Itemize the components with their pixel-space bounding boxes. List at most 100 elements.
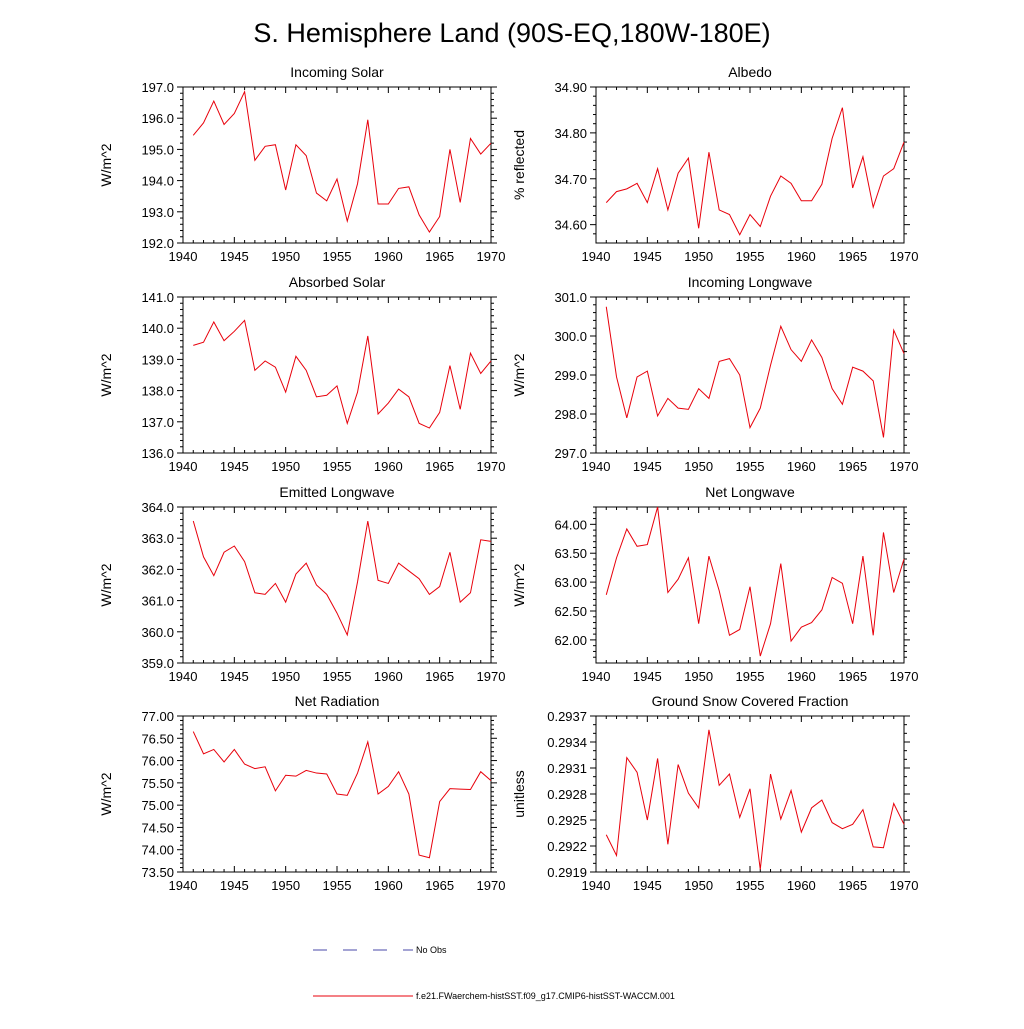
x-tick-label: 1970	[477, 669, 506, 684]
panel-grid: 1940 1945 1950 1955 1960 1965 1970 192.0 193.0 19…	[98, 64, 918, 893]
y-tick-label: 195.0	[141, 142, 174, 157]
x-tick-label: 1970	[890, 669, 919, 684]
series-line-0	[192, 520, 492, 637]
series-line-0	[605, 306, 905, 438]
x-tick-label: 1970	[890, 249, 919, 264]
legend-no-obs-label: No Obs	[416, 945, 447, 955]
y-tick-label: 63.50	[554, 546, 587, 561]
panel-emitted-longwave: 1940 1945 1950 1955 1960 1965 1970 359.0 360.0 36…	[98, 484, 505, 684]
figure-title: S. Hemisphere Land (90S-EQ,180W-180E)	[253, 18, 770, 48]
x-tick-label: 1955	[736, 249, 765, 264]
plot-frame	[182, 506, 492, 664]
x-tick-label: 1950	[271, 878, 300, 893]
y-axis-label: W/m^2	[98, 353, 114, 396]
y-axis-label: W/m^2	[98, 772, 114, 815]
x-tick-label: 1970	[890, 459, 919, 474]
y-tick-label: 136.0	[141, 446, 174, 461]
x-tick-label: 1960	[787, 249, 816, 264]
x-tick-label: 1960	[787, 878, 816, 893]
x-tick-label: 1965	[838, 669, 867, 684]
x-tick-label: 1950	[684, 459, 713, 474]
y-tick-label: 361.0	[141, 594, 174, 609]
panel-title: Net Longwave	[705, 484, 795, 500]
y-tick-label: 363.0	[141, 531, 174, 546]
y-tick-label: 0.2934	[547, 735, 587, 750]
x-tick-label: 1960	[787, 669, 816, 684]
x-tick-label: 1950	[271, 459, 300, 474]
y-tick-label: 141.0	[141, 290, 174, 305]
x-tick-label: 1945	[220, 878, 249, 893]
x-tick-label: 1950	[684, 878, 713, 893]
x-tick-label: 1940	[169, 249, 198, 264]
y-tick-label: 62.50	[554, 604, 587, 619]
x-tick-label: 1955	[736, 669, 765, 684]
y-tick-label: 0.2928	[547, 787, 587, 802]
x-tick-label: 1945	[220, 669, 249, 684]
y-tick-label: 34.60	[554, 218, 587, 233]
x-tick-label: 1970	[477, 878, 506, 893]
x-tick-label: 1960	[374, 669, 403, 684]
panel-title: Incoming Solar	[290, 64, 384, 80]
plot-frame	[595, 86, 905, 244]
y-tick-label: 138.0	[141, 384, 174, 399]
y-tick-label: 34.90	[554, 80, 587, 95]
panel-title: Absorbed Solar	[289, 274, 386, 290]
x-tick-label: 1950	[684, 669, 713, 684]
plot-frame	[182, 296, 492, 454]
y-tick-label: 299.0	[554, 368, 587, 383]
x-tick-label: 1955	[736, 459, 765, 474]
x-tick-label: 1955	[736, 878, 765, 893]
y-tick-label: 140.0	[141, 321, 174, 336]
y-tick-label: 76.00	[141, 754, 174, 769]
y-tick-label: 300.0	[554, 329, 587, 344]
x-tick-label: 1955	[323, 459, 352, 474]
x-tick-label: 1960	[787, 459, 816, 474]
x-tick-label: 1965	[425, 249, 454, 264]
y-axis-label: W/m^2	[511, 353, 527, 396]
series-line-0	[605, 729, 905, 870]
x-tick-label: 1950	[271, 249, 300, 264]
y-tick-label: 364.0	[141, 500, 174, 515]
x-tick-label: 1940	[169, 669, 198, 684]
y-tick-label: 193.0	[141, 205, 174, 220]
panel-title: Ground Snow Covered Fraction	[652, 693, 849, 709]
panel-net-longwave: 1940 1945 1950 1955 1960 1965 1970 62.00 62.50 63…	[511, 484, 918, 684]
panel-title: Net Radiation	[295, 693, 380, 709]
y-tick-label: 73.50	[141, 865, 174, 880]
x-tick-label: 1960	[374, 878, 403, 893]
x-tick-label: 1945	[220, 249, 249, 264]
x-tick-label: 1965	[838, 878, 867, 893]
series-line-0	[192, 731, 492, 859]
y-tick-label: 0.2922	[547, 839, 587, 854]
y-tick-label: 360.0	[141, 625, 174, 640]
y-tick-label: 194.0	[141, 174, 174, 189]
plot-frame	[182, 86, 492, 244]
x-tick-label: 1940	[582, 249, 611, 264]
x-tick-label: 1940	[169, 459, 198, 474]
x-tick-label: 1970	[890, 878, 919, 893]
x-tick-label: 1955	[323, 878, 352, 893]
y-tick-label: 298.0	[554, 407, 587, 422]
x-tick-label: 1940	[582, 459, 611, 474]
x-tick-label: 1945	[633, 249, 662, 264]
x-tick-label: 1955	[323, 249, 352, 264]
x-tick-label: 1940	[582, 669, 611, 684]
y-tick-label: 362.0	[141, 562, 174, 577]
plot-frame	[595, 296, 905, 454]
x-tick-label: 1955	[323, 669, 352, 684]
y-axis-label: W/m^2	[511, 563, 527, 606]
y-tick-label: 0.2919	[547, 865, 587, 880]
x-tick-label: 1970	[477, 249, 506, 264]
x-tick-label: 1940	[169, 878, 198, 893]
x-tick-label: 1965	[838, 249, 867, 264]
x-tick-label: 1945	[633, 669, 662, 684]
x-tick-label: 1970	[477, 459, 506, 474]
x-tick-label: 1950	[684, 249, 713, 264]
y-tick-label: 301.0	[554, 290, 587, 305]
panel-incoming-solar: 1940 1945 1950 1955 1960 1965 1970 192.0 193.0 19…	[98, 64, 505, 264]
y-tick-label: 63.00	[554, 575, 587, 590]
y-tick-label: 0.2925	[547, 813, 587, 828]
y-axis-label: unitless	[511, 770, 527, 817]
